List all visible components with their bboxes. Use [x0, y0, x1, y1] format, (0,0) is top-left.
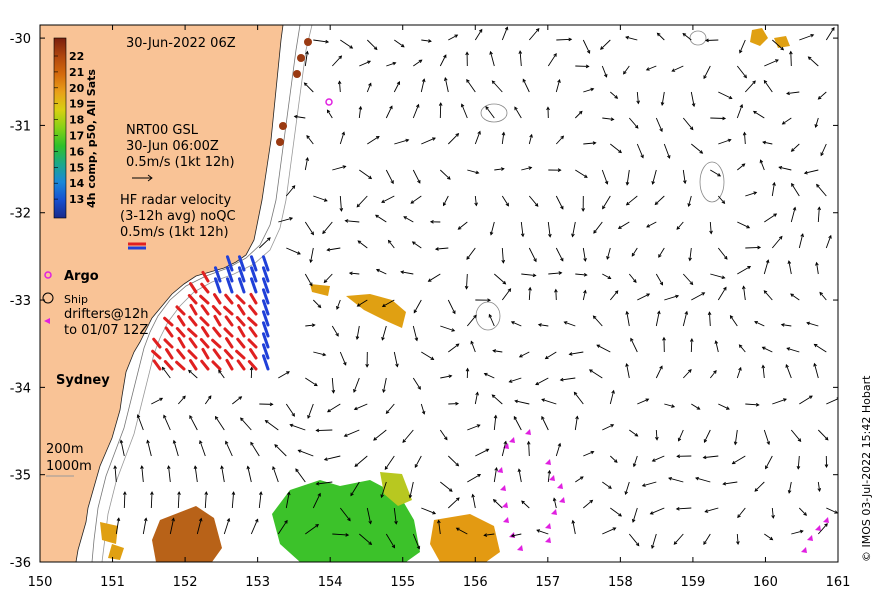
nrt-scale-arrow	[132, 174, 153, 182]
drifter-legend-label1: drifters@12h	[64, 307, 149, 322]
nrt-time: 30-Jun 06:00Z	[126, 139, 219, 154]
lat-tick-label: -36	[10, 556, 31, 571]
lon-tick-label: 154	[318, 575, 343, 590]
isobath-200m	[91, 25, 301, 562]
hf-radar-blue-vectors	[213, 255, 270, 371]
land-mass	[40, 25, 284, 562]
lon-tick-label: 159	[680, 575, 705, 590]
isobath-1000m	[101, 25, 313, 562]
argo-legend-icon	[44, 271, 52, 279]
sst-patches	[100, 28, 790, 562]
city-label-sydney: Sydney	[56, 373, 110, 388]
lon-tick-label: 150	[28, 575, 53, 590]
hf-qc: (3-12h avg) noQC	[120, 209, 236, 224]
credit-text: © IMOS 03-Jul-2022 15:42 Hobart	[860, 375, 873, 562]
ship-legend-label: Ship	[64, 293, 88, 306]
drifter-legend-label2: to 01/07 12Z	[64, 323, 148, 338]
colorbar-label: 4h comp, p50, All Sats	[85, 69, 98, 208]
colorbar-tick: 22	[69, 50, 84, 63]
drifter-tracks	[497, 429, 829, 553]
seamount-contour	[689, 30, 707, 46]
lon-tick-label: 160	[753, 575, 778, 590]
nrt-title: NRT00 GSL	[126, 123, 199, 138]
hf-scale: 0.5m/s (1kt 12h)	[120, 225, 229, 240]
isobath-label-1000m: 1000m	[46, 459, 92, 474]
lon-tick-label: 161	[826, 575, 851, 590]
lon-tick-label: 155	[390, 575, 415, 590]
lon-axis: 150 151 152 153 154 155 156 157 158 159 160 161	[28, 25, 851, 590]
colorbar-tick: 21	[69, 66, 84, 79]
plot-frame	[39, 24, 839, 563]
lat-axis: -30 -31 -32 -33 -34 -35 -36	[10, 32, 838, 571]
argo-legend-label: Argo	[64, 269, 99, 284]
colorbar-tick: 19	[69, 98, 84, 111]
colorbar-tick: 17	[69, 130, 84, 143]
colorbar-tick: 14	[69, 177, 85, 190]
lat-tick-label: -34	[10, 381, 31, 396]
colorbar-tick: 18	[69, 114, 84, 127]
lat-tick-label: -35	[10, 469, 31, 484]
lon-tick-label: 151	[100, 575, 125, 590]
map-timestamp: 30-Jun-2022 06Z	[126, 36, 236, 51]
hf-scale-arrows	[128, 242, 146, 250]
colorbar-tick: 15	[69, 161, 84, 174]
seamount-contour	[480, 103, 508, 123]
nrt-scale: 0.5m/s (1kt 12h)	[126, 155, 235, 170]
isobath-label-200m: 200m	[46, 442, 83, 457]
colorbar-tick: 20	[69, 82, 85, 95]
drifter-legend-icon	[44, 318, 50, 324]
argo-float	[325, 98, 333, 106]
lat-tick-label: -30	[10, 32, 31, 47]
colorbar-tick: 16	[69, 145, 85, 158]
lord-howe-contour	[699, 161, 725, 203]
lat-tick-label: -33	[10, 294, 31, 309]
lon-tick-label: 153	[245, 575, 270, 590]
lon-tick-label: 158	[608, 575, 633, 590]
lat-tick-label: -32	[10, 207, 31, 222]
ship-legend-icon	[42, 292, 54, 304]
current-vector-field	[113, 26, 838, 550]
lon-tick-label: 157	[535, 575, 560, 590]
ship-track	[276, 38, 312, 146]
colorbar: 22 21 20 19 18 17 16 15 14 13 4h comp, p50, All S…	[53, 37, 98, 219]
lon-tick-label: 156	[463, 575, 488, 590]
hf-radar-red-vectors	[151, 270, 258, 371]
lon-tick-label: 152	[173, 575, 198, 590]
lat-tick-label: -31	[10, 119, 31, 134]
hf-title: HF radar velocity	[120, 193, 232, 208]
colorbar-tick: 13	[69, 193, 84, 206]
